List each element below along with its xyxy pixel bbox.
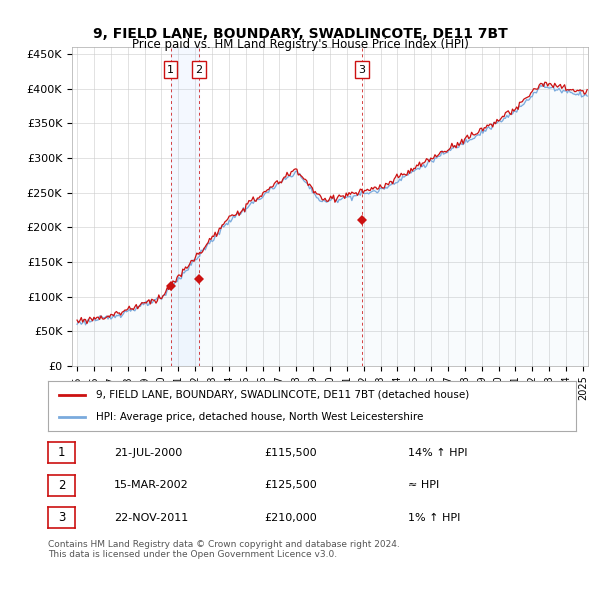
Text: 3: 3 — [359, 64, 365, 74]
Text: 15-MAR-2002: 15-MAR-2002 — [114, 480, 189, 490]
Text: 1: 1 — [167, 64, 174, 74]
Text: 1% ↑ HPI: 1% ↑ HPI — [408, 513, 460, 523]
Text: ≈ HPI: ≈ HPI — [408, 480, 439, 490]
Text: 22-NOV-2011: 22-NOV-2011 — [114, 513, 188, 523]
Text: 14% ↑ HPI: 14% ↑ HPI — [408, 448, 467, 458]
Text: 1: 1 — [58, 446, 65, 460]
Text: £210,000: £210,000 — [264, 513, 317, 523]
Text: 3: 3 — [58, 511, 65, 525]
Text: 21-JUL-2000: 21-JUL-2000 — [114, 448, 182, 458]
Text: 9, FIELD LANE, BOUNDARY, SWADLINCOTE, DE11 7BT (detached house): 9, FIELD LANE, BOUNDARY, SWADLINCOTE, DE… — [95, 389, 469, 399]
Text: £125,500: £125,500 — [264, 480, 317, 490]
Text: 2: 2 — [195, 64, 202, 74]
Text: £115,500: £115,500 — [264, 448, 317, 458]
Bar — [170, 47, 199, 366]
Text: Price paid vs. HM Land Registry's House Price Index (HPI): Price paid vs. HM Land Registry's House … — [131, 38, 469, 51]
Text: 9, FIELD LANE, BOUNDARY, SWADLINCOTE, DE11 7BT: 9, FIELD LANE, BOUNDARY, SWADLINCOTE, DE… — [92, 27, 508, 41]
Text: Contains HM Land Registry data © Crown copyright and database right 2024.
This d: Contains HM Land Registry data © Crown c… — [48, 540, 400, 559]
Text: HPI: Average price, detached house, North West Leicestershire: HPI: Average price, detached house, Nort… — [95, 412, 423, 422]
Text: 2: 2 — [58, 478, 65, 492]
